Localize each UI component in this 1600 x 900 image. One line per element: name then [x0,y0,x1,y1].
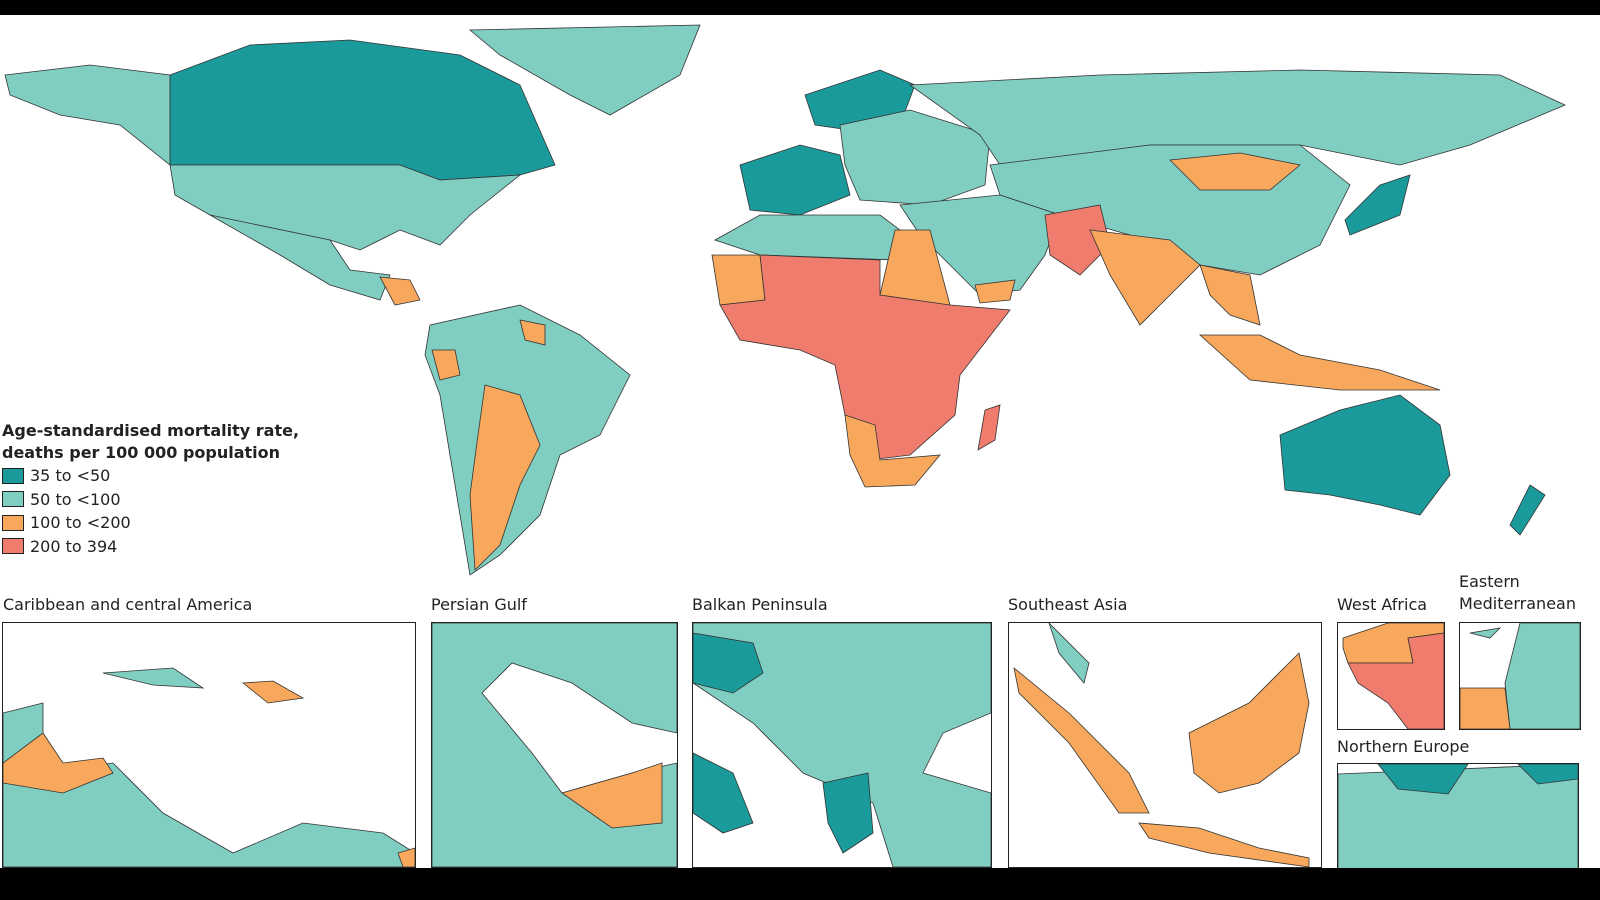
region-australia [1279,394,1451,516]
inset-title: Eastern Mediterranean [1459,572,1576,613]
region-argentina-bolivia [469,384,541,571]
legend-label: 200 to 394 [30,536,118,556]
region-mexico [209,214,391,301]
region-mongolia [1169,152,1301,191]
inset-eastern-mediterranean [1459,622,1581,730]
region-alaska [4,64,171,166]
inset-title: Balkan Peninsula [692,595,828,614]
region-india [1089,229,1201,326]
region-greenland [468,24,701,116]
legend-label: 50 to <100 [30,489,121,509]
region-guyana [519,319,546,346]
inset-southeast-asia [1008,622,1322,868]
region-western-europe [739,144,851,216]
region-southern-africa [844,414,941,488]
region-peru [431,349,461,381]
region-pakistan-afghanistan [1044,204,1111,276]
legend: Age-standardised mortality rate, deaths … [2,420,299,558]
region-southeast-asia [1199,264,1261,326]
legend-item: 200 to 394 [2,535,299,559]
inset-title: Persian Gulf [431,595,527,614]
legend-title-line1: Age-standardised mortality rate, [2,421,300,440]
inset-title: Caribbean and central America [3,595,253,614]
legend-swatch [2,538,24,555]
world-map [4,24,1566,576]
legend-item: 50 to <100 [2,488,299,512]
region-japan [1344,174,1411,236]
inset-west-africa [1337,622,1445,730]
inset-title: West Africa [1337,595,1428,614]
legend-item: 35 to <50 [2,464,299,488]
legend-label: 35 to <50 [30,466,111,486]
legend-swatch [2,514,24,531]
inset-persian-gulf [431,622,678,868]
region-new-zealand [1509,484,1546,536]
legend-title-line2: deaths per 100 000 population [2,443,281,462]
region-madagascar [977,404,1001,451]
inset-balkan [692,622,992,868]
region-sub-saharan-africa [719,254,1011,461]
inset-caribbean [2,622,416,868]
region-central-america [379,276,421,306]
region-canada [169,39,556,181]
legend-item: 100 to <200 [2,511,299,535]
region-west-africa-sahel [711,254,766,306]
legend-label: 100 to <200 [30,513,131,533]
legend-swatch [2,467,24,484]
world-map-figure: Age-standardised mortality rate, deaths … [0,15,1600,868]
inset-title: Northern Europe [1337,737,1470,756]
region-north-africa [714,214,901,261]
region-russia [908,69,1566,166]
inset-northern-europe [1337,763,1579,868]
inset-title: Southeast Asia [1008,595,1128,614]
region-yemen [974,279,1016,304]
region-indonesia [1198,334,1441,391]
legend-swatch [2,491,24,508]
region-eastern-europe [839,109,991,206]
